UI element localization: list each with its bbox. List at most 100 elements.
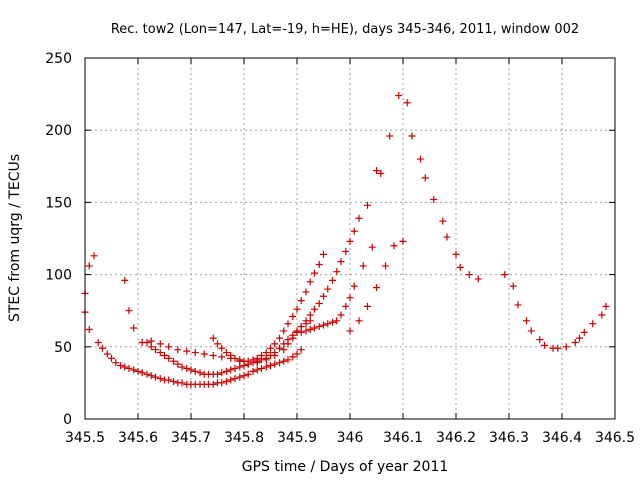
data-point xyxy=(346,294,354,302)
data-point xyxy=(329,276,337,284)
data-point xyxy=(223,349,231,357)
x-tick-label: 345.5 xyxy=(65,430,105,446)
data-point xyxy=(443,233,451,241)
data-point xyxy=(355,214,363,222)
data-point xyxy=(117,362,125,370)
data-point xyxy=(231,375,239,383)
data-point xyxy=(302,317,310,325)
data-point xyxy=(156,375,164,383)
data-point xyxy=(196,369,204,377)
data-point xyxy=(474,275,482,283)
data-point xyxy=(125,307,133,315)
data-point xyxy=(151,346,159,354)
data-point xyxy=(373,167,380,175)
data-point xyxy=(209,334,217,342)
data-point xyxy=(337,258,345,266)
y-tick-label: 50 xyxy=(54,340,72,356)
x-tick-label: 345.7 xyxy=(171,430,211,446)
x-tick-label: 345.6 xyxy=(118,430,158,446)
data-point xyxy=(187,366,195,374)
data-point xyxy=(320,292,327,300)
data-point xyxy=(262,349,270,357)
x-tick-labels: 345.5 345.6 345.7 345.8 345.9 346 346.1 346.2 34… xyxy=(65,430,635,446)
data-point xyxy=(310,324,318,332)
data-point xyxy=(165,354,173,362)
data-point xyxy=(324,320,332,328)
data-point xyxy=(90,252,98,260)
data-point xyxy=(306,325,314,333)
data-point xyxy=(373,284,380,292)
data-point xyxy=(174,360,182,368)
data-point xyxy=(514,301,522,309)
data-point xyxy=(161,351,168,359)
data-point xyxy=(554,344,562,352)
data-point xyxy=(337,311,345,319)
data-point xyxy=(363,302,371,310)
data-point xyxy=(103,350,111,358)
data-point xyxy=(284,356,292,364)
data-point xyxy=(297,297,305,305)
data-point xyxy=(395,92,403,100)
data-point xyxy=(257,351,265,359)
data-point xyxy=(262,363,270,371)
data-point xyxy=(280,327,288,335)
data-point xyxy=(297,328,305,336)
data-point xyxy=(310,305,318,313)
data-point xyxy=(329,318,337,326)
data-point xyxy=(218,369,226,377)
data-point xyxy=(350,227,358,235)
data-point xyxy=(359,262,367,270)
data-point xyxy=(138,369,146,377)
data-point xyxy=(156,340,164,348)
data-point xyxy=(174,346,182,354)
data-point xyxy=(227,351,235,359)
data-point xyxy=(223,367,231,375)
data-point xyxy=(214,370,221,378)
data-point xyxy=(130,324,138,332)
data-point xyxy=(191,349,199,357)
data-point xyxy=(390,242,398,250)
data-point xyxy=(284,320,292,328)
data-point xyxy=(363,201,371,209)
data-point xyxy=(218,353,226,361)
data-point xyxy=(121,276,129,284)
data-point xyxy=(580,328,588,336)
y-tick-label: 250 xyxy=(45,51,72,67)
data-point xyxy=(253,366,261,374)
data-point xyxy=(408,132,416,140)
x-tick-label: 345.8 xyxy=(224,430,264,446)
x-tick-label: 346.5 xyxy=(595,430,635,446)
data-point xyxy=(143,370,151,378)
data-point xyxy=(509,282,517,290)
data-point xyxy=(209,351,217,359)
data-point xyxy=(147,372,155,380)
data-point xyxy=(382,262,390,270)
data-point xyxy=(236,373,244,381)
y-tick-labels: 0 50 100 150 200 250 xyxy=(45,51,72,428)
data-point xyxy=(276,359,284,367)
x-tick-label: 346.4 xyxy=(542,430,582,446)
data-point xyxy=(267,362,274,370)
data-point xyxy=(456,263,464,271)
data-point xyxy=(324,285,332,293)
data-point xyxy=(276,344,284,352)
data-point xyxy=(178,379,186,387)
data-point xyxy=(143,338,151,346)
data-point xyxy=(289,353,297,361)
data-point xyxy=(501,271,509,279)
data-point xyxy=(249,356,257,364)
data-points xyxy=(81,92,610,388)
y-tick-label: 0 xyxy=(63,412,72,428)
data-point xyxy=(218,344,226,352)
data-point xyxy=(249,367,257,375)
data-point xyxy=(320,321,327,329)
data-point xyxy=(315,323,323,331)
data-point xyxy=(302,327,310,335)
data-point xyxy=(289,312,297,320)
data-point xyxy=(315,299,323,307)
data-point xyxy=(416,155,424,163)
data-point xyxy=(355,317,363,325)
data-point xyxy=(562,343,570,351)
data-point xyxy=(289,334,297,342)
